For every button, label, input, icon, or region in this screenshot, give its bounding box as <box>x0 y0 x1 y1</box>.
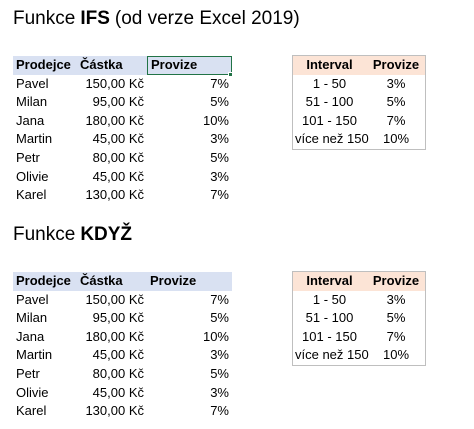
table-cell: Pavel <box>16 75 49 91</box>
table-cell: 45,00 Kč <box>92 384 144 400</box>
interval-table-border <box>292 271 426 366</box>
table-cell: Milan <box>16 94 48 110</box>
table-cell: Karel <box>16 187 47 203</box>
table-cell: 45,00 Kč <box>92 347 144 363</box>
table-cell: Martin <box>16 347 53 363</box>
table-cell: Pavel <box>16 291 49 307</box>
table-cell: 5% <box>386 94 406 110</box>
table-cell: 130,00 Kč <box>85 187 144 203</box>
title-part: (od verze Excel 2019) <box>114 8 300 29</box>
table-cell: 80,00 Kč <box>92 150 144 165</box>
table-cell: Karel <box>16 403 47 419</box>
table-cell: 180,00 Kč <box>85 328 144 344</box>
table-cell: 130,00 Kč <box>85 403 144 419</box>
table-cell: 51 - 100 <box>305 310 354 326</box>
column-header: Interval <box>306 273 353 288</box>
table-cell: 5% <box>210 150 229 165</box>
table-cell: 3% <box>210 347 229 363</box>
table-cell: 7% <box>386 112 406 128</box>
table-cell: 5% <box>210 310 229 326</box>
table-cell: Olivie <box>16 168 49 184</box>
table-cell: 3% <box>386 75 406 91</box>
table-cell: 101 - 150 <box>302 112 357 128</box>
title-part: IFS <box>80 8 110 29</box>
header-band <box>13 272 232 291</box>
table-cell: 45,00 Kč <box>92 131 144 147</box>
table-cell: Petr <box>16 150 40 165</box>
column-header: Částka <box>80 57 123 72</box>
table-cell: 180,00 Kč <box>85 112 144 128</box>
table-cell: 7% <box>210 75 229 91</box>
table-cell: 80,00 Kč <box>92 366 144 381</box>
table-cell: 1 - 50 <box>312 291 347 307</box>
table-cell: více než 150 <box>295 347 369 363</box>
column-header: Prodejce <box>16 57 71 72</box>
column-header: Provize <box>147 56 232 75</box>
table-cell: 10% <box>202 112 229 128</box>
table-cell: Jana <box>16 112 45 128</box>
column-header: Interval <box>306 57 353 72</box>
header-band <box>293 56 425 75</box>
title-part: Funkce <box>13 224 76 245</box>
column-header: Provize <box>372 57 420 72</box>
table-cell: 7% <box>210 403 229 419</box>
column-header: Provize <box>150 273 197 288</box>
table-cell: Martin <box>16 131 53 147</box>
table-cell: 1 - 50 <box>312 75 347 91</box>
table-cell: 150,00 Kč <box>85 75 144 91</box>
table-cell: 95,00 Kč <box>92 310 144 326</box>
table-cell: 5% <box>210 94 229 110</box>
table-cell: 5% <box>386 310 406 326</box>
section-title: Funkce IFS (od verze Excel 2019) <box>13 8 305 30</box>
table-cell: Petr <box>16 366 40 381</box>
table-cell: Olivie <box>16 384 49 400</box>
table-cell: Jana <box>16 328 45 344</box>
table-cell: 95,00 Kč <box>92 94 144 110</box>
table-cell: Milan <box>16 310 48 326</box>
table-cell: 3% <box>210 168 229 184</box>
column-header: Provize <box>372 273 420 288</box>
table-cell: 51 - 100 <box>305 94 354 110</box>
table-cell: 7% <box>210 291 229 307</box>
table-cell: 101 - 150 <box>302 328 357 344</box>
table-cell: více než 150 <box>295 131 369 147</box>
table-cell: 3% <box>210 131 229 147</box>
table-cell: 3% <box>210 384 229 400</box>
table-cell: 3% <box>386 291 406 307</box>
table-cell: 5% <box>210 366 229 381</box>
header-band <box>293 272 425 291</box>
table-cell: 10% <box>382 131 410 147</box>
interval-table-border <box>292 55 426 150</box>
title-part: Funkce <box>13 8 76 29</box>
table-cell: 7% <box>210 187 229 203</box>
column-header: Částka <box>80 273 123 288</box>
fill-handle <box>228 71 233 77</box>
table-cell: 150,00 Kč <box>85 291 144 307</box>
column-header: Prodejce <box>16 273 71 288</box>
table-cell: 45,00 Kč <box>92 168 144 184</box>
table-cell: 7% <box>386 328 406 344</box>
table-cell: 10% <box>202 328 229 344</box>
section-title: Funkce KDYŽ <box>13 224 137 246</box>
header-band <box>13 56 232 75</box>
title-part: KDYŽ <box>80 224 133 245</box>
table-cell: 10% <box>382 347 410 363</box>
